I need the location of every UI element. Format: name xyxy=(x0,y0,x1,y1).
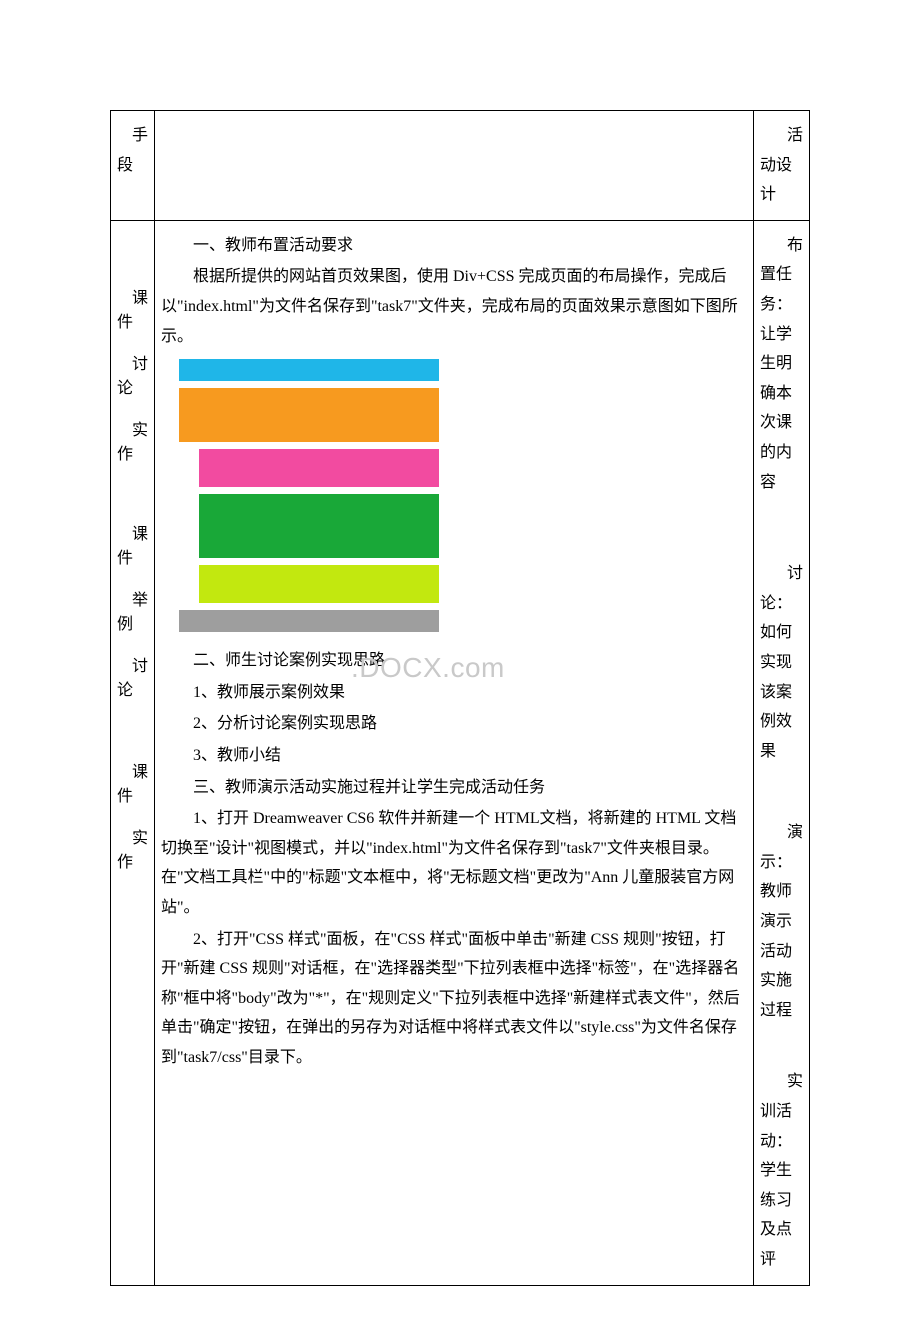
left-col-main: 作 xyxy=(117,443,148,467)
diagram-bar xyxy=(179,388,439,442)
header-cell-left: 手 段 xyxy=(111,111,155,221)
left-col-row: 实作 xyxy=(117,827,148,875)
left-reference-cell: 课件讨论实作课件举例讨论课件实作 xyxy=(111,220,155,1285)
left-col-sub: 举 xyxy=(117,589,148,613)
header-left-sub: 手 xyxy=(132,121,148,151)
left-col-main: 论 xyxy=(117,377,148,401)
section-2-item-2: 2、分析讨论案例实现思路 xyxy=(161,709,747,739)
left-col-sub: 课 xyxy=(117,761,148,785)
left-col-sub: 实 xyxy=(117,827,148,851)
right-block-2-text: 论：如何实现该案例效果 xyxy=(760,589,803,767)
left-col-main: 件 xyxy=(117,311,148,335)
diagram-bar xyxy=(199,449,439,487)
document-page: 手 段 活 动设计 课件讨论实作课件举例讨论课件实作 一、教师布置活动要求 根据… xyxy=(0,40,920,1286)
right-block-4: 实 训活动：学生练习及点评 xyxy=(760,1067,803,1274)
left-col-sub: 实 xyxy=(117,419,148,443)
right-block-1-text: 置任务：让学生明确本次课的内容 xyxy=(760,260,803,497)
left-col-row: 讨论 xyxy=(117,655,148,703)
section-2-item-1: 1、教师展示案例效果 xyxy=(161,678,747,708)
section-2-item-3: 3、教师小结 xyxy=(161,741,747,771)
header-right-rest: 动设计 xyxy=(760,157,792,204)
right-block-3-top: 演 xyxy=(787,818,803,848)
left-col-sub: 讨 xyxy=(117,655,148,679)
diagram-bar xyxy=(199,565,439,603)
right-block-4-top: 实 xyxy=(787,1067,803,1097)
layout-diagram xyxy=(179,359,439,632)
diagram-bar xyxy=(179,610,439,632)
left-col-row: 讨论 xyxy=(117,353,148,401)
section-3-item-1: 1、打开 Dreamweaver CS6 软件并新建一个 HTML文档，将新建的… xyxy=(161,804,747,922)
left-col-sub: 课 xyxy=(117,287,148,311)
activity-design-cell: 布 置任务：让学生明确本次课的内容 讨 论：如何实现该案例效果 演 示：教师演示… xyxy=(754,220,810,1285)
left-col-sub: 课 xyxy=(117,523,148,547)
watermark-container: .DOCX.com 二、师生讨论案例实现思路 xyxy=(161,646,747,676)
left-col-main: 论 xyxy=(117,679,148,703)
left-col-sub: 讨 xyxy=(117,353,148,377)
section-1-body: 根据所提供的网站首页效果图，使用 Div+CSS 完成页面的布局操作，完成后以"… xyxy=(161,262,747,351)
lesson-plan-table: 手 段 活 动设计 课件讨论实作课件举例讨论课件实作 一、教师布置活动要求 根据… xyxy=(110,110,810,1286)
diagram-bar xyxy=(199,494,439,558)
table-body-row: 课件讨论实作课件举例讨论课件实作 一、教师布置活动要求 根据所提供的网站首页效果… xyxy=(111,220,810,1285)
left-col-main: 作 xyxy=(117,851,148,875)
section-2-title: 二、师生讨论案例实现思路 xyxy=(161,646,747,676)
section-1-title: 一、教师布置活动要求 xyxy=(161,231,747,261)
right-block-1-top: 布 xyxy=(787,231,803,261)
header-cell-right: 活 动设计 xyxy=(754,111,810,221)
left-col-main: 件 xyxy=(117,547,148,571)
table-header-row: 手 段 活 动设计 xyxy=(111,111,810,221)
left-col-row: 课件 xyxy=(117,523,148,571)
right-block-3-text: 示：教师演示活动实施过程 xyxy=(760,848,803,1026)
header-right-top: 活 xyxy=(787,121,803,151)
right-block-3: 演 示：教师演示活动实施过程 xyxy=(760,818,803,1025)
right-block-2-top: 讨 xyxy=(787,559,803,589)
left-col-row: 课件 xyxy=(117,287,148,335)
header-left: 段 xyxy=(117,157,133,174)
left-col-main: 件 xyxy=(117,785,148,809)
section-3-item-2: 2、打开"CSS 样式"面板，在"CSS 样式"面板中单击"新建 CSS 规则"… xyxy=(161,925,747,1073)
header-cell-mid xyxy=(155,111,754,221)
left-col-row: 举例 xyxy=(117,589,148,637)
right-block-4-text: 训活动：学生练习及点评 xyxy=(760,1097,803,1275)
content-cell: 一、教师布置活动要求 根据所提供的网站首页效果图，使用 Div+CSS 完成页面… xyxy=(155,220,754,1285)
section-3-title: 三、教师演示活动实施过程并让学生完成活动任务 xyxy=(161,773,747,803)
right-block-2: 讨 论：如何实现该案例效果 xyxy=(760,559,803,766)
left-col-row: 课件 xyxy=(117,761,148,809)
left-col-main: 例 xyxy=(117,613,148,637)
left-col-row: 实作 xyxy=(117,419,148,467)
right-block-1: 布 置任务：让学生明确本次课的内容 xyxy=(760,231,803,497)
diagram-bar xyxy=(179,359,439,381)
